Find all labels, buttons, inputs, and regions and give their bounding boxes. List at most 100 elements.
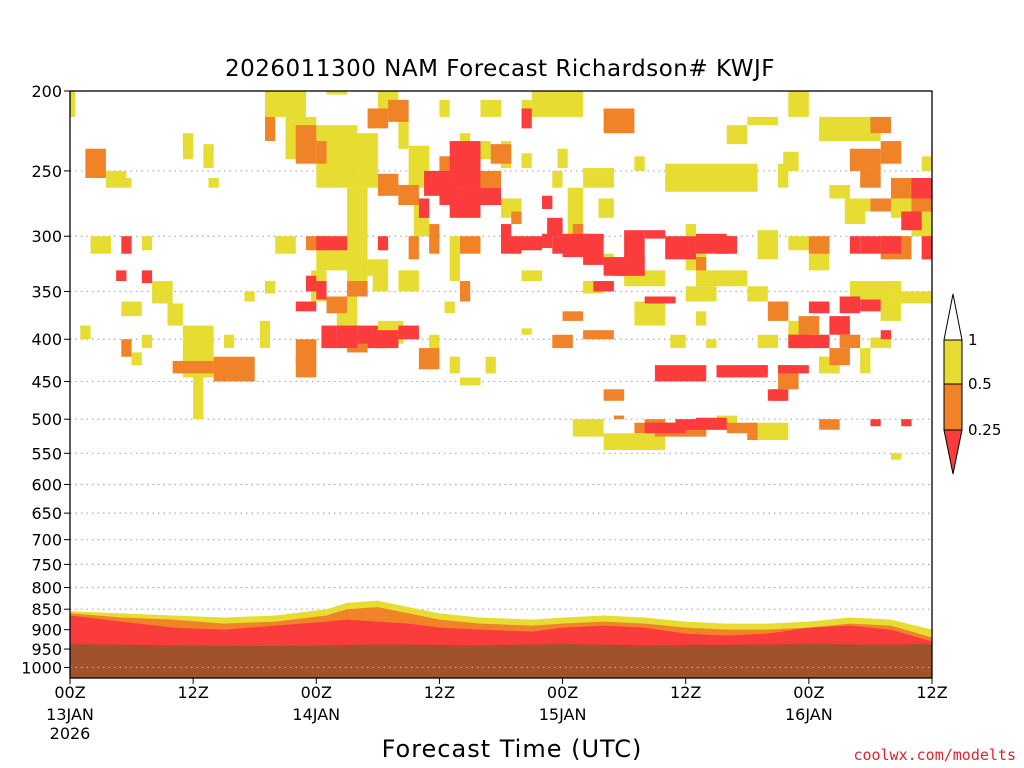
ri-cell-yellow-94 — [849, 281, 891, 302]
ri-cell-yellow-26 — [372, 270, 389, 292]
ri-cell-orange-35 — [603, 389, 625, 401]
ri-cell-red-58 — [377, 236, 389, 251]
legend-bin-yellow — [943, 339, 963, 385]
boundary-layer-band — [70, 600, 932, 650]
ri-cell-yellow-63 — [603, 433, 666, 451]
ri-cell-yellow-29 — [398, 270, 419, 292]
ri-cell-orange-16 — [408, 236, 419, 260]
ri-cell-orange-12 — [367, 108, 389, 129]
ri-cell-yellow-14 — [259, 320, 271, 349]
ri-cell-orange-1 — [121, 339, 132, 357]
ri-cell-yellow-110 — [131, 352, 142, 366]
ri-cell-yellow-15 — [264, 91, 307, 117]
ri-cell-red-44 — [839, 296, 861, 314]
ri-cell-red-68 — [306, 281, 317, 292]
ri-cell-red-53 — [901, 419, 912, 427]
y-tick-label-850: 850 — [31, 600, 62, 619]
ri-cell-orange-0 — [85, 148, 106, 179]
x-tick-label-0: 00Z — [54, 683, 85, 702]
ri-cell-yellow-92 — [829, 184, 850, 199]
ri-cell-yellow-60 — [598, 198, 614, 218]
ri-cell-red-66 — [501, 224, 512, 239]
ri-cell-orange-49 — [767, 301, 789, 321]
ri-cell-yellow-107 — [670, 334, 686, 349]
y-tick-label-600: 600 — [31, 475, 62, 494]
ri-cell-yellow-11 — [223, 334, 235, 349]
ri-cell-yellow-101 — [901, 291, 932, 304]
ri-cell-yellow-41 — [480, 141, 491, 160]
ri-cell-yellow-91 — [819, 116, 881, 142]
y-tick-label-400: 400 — [31, 330, 62, 349]
ri-cell-red-27 — [644, 230, 666, 239]
ri-cell-yellow-68 — [685, 224, 696, 237]
ri-cell-red-28 — [665, 236, 696, 260]
ri-cell-orange-3 — [213, 356, 255, 382]
y-tick-label-550: 550 — [31, 444, 62, 463]
ri-cell-red-52 — [870, 419, 881, 427]
ri-cell-red-22 — [593, 281, 614, 292]
ri-cell-orange-26 — [511, 211, 522, 225]
ri-cell-red-49 — [911, 178, 932, 199]
x-tick-label-7: 12Z — [916, 683, 947, 702]
ri-cell-orange-30 — [552, 334, 573, 349]
ri-cell-red-14 — [459, 187, 501, 206]
ri-cell-yellow-113 — [80, 325, 91, 340]
ri-cell-orange-22 — [459, 281, 471, 302]
ri-cell-yellow-72 — [695, 311, 707, 326]
ri-cell-orange-37 — [613, 415, 625, 420]
y-tick-label-500: 500 — [31, 410, 62, 429]
ri-cell-yellow-8 — [203, 144, 214, 169]
x-tick-label-2: 00Z — [301, 683, 332, 702]
y-tick-label-800: 800 — [31, 578, 62, 597]
ri-cell-orange-8 — [326, 296, 348, 314]
x-tick-label-5: 12Z — [670, 683, 701, 702]
ri-cell-yellow-100 — [890, 453, 902, 460]
ri-cell-red-57 — [521, 108, 532, 129]
ri-cell-yellow-33 — [429, 334, 440, 353]
ri-cell-red-16 — [521, 236, 543, 251]
ri-cell-yellow-95 — [880, 301, 902, 321]
legend-label-2: 0.25 — [968, 421, 1001, 439]
ri-cell-red-37 — [716, 365, 768, 378]
x-axis-label: Forecast Time (UTC) — [382, 735, 643, 763]
y-tick-label-900: 900 — [31, 621, 62, 640]
ri-cell-red-67 — [316, 236, 348, 251]
ri-cell-red-17 — [542, 233, 553, 248]
ri-cell-red-54 — [449, 141, 481, 160]
ri-cell-orange-36 — [603, 108, 635, 134]
ground-fill — [70, 644, 932, 678]
ri-cell-orange-44 — [695, 257, 707, 271]
ri-cell-yellow-111 — [141, 334, 153, 349]
ri-cell-orange-34 — [583, 330, 614, 340]
ri-cell-yellow-70 — [685, 286, 717, 302]
ri-cell-yellow-106 — [844, 198, 866, 225]
ri-cell-yellow-10 — [193, 369, 204, 420]
ri-cell-orange-50 — [778, 373, 799, 390]
ri-cell-red-2 — [141, 270, 153, 284]
ri-cell-yellow-83 — [757, 334, 779, 349]
ri-cell-yellow-48 — [521, 153, 532, 169]
y-tick-label-450: 450 — [31, 372, 62, 391]
ri-cell-orange-18 — [418, 348, 440, 370]
ri-cell-yellow-12 — [244, 291, 255, 302]
ri-cell-yellow-66 — [634, 301, 666, 326]
ri-cell-orange-13 — [377, 173, 399, 196]
x-tick-date-0: 13JAN — [46, 705, 94, 724]
ri-cell-yellow-39 — [459, 377, 481, 386]
ri-cell-orange-4 — [264, 116, 276, 142]
x-tick-label-3: 12Z — [424, 683, 455, 702]
ri-cell-yellow-109 — [121, 301, 142, 317]
ri-cell-yellow-58 — [583, 168, 614, 188]
x-tick-date-4: 15JAN — [539, 705, 587, 724]
plot-frame — [69, 90, 933, 679]
ri-cell-yellow-78 — [747, 116, 779, 126]
ri-cell-yellow-1 — [90, 236, 112, 254]
ri-cell-red-30 — [716, 236, 738, 254]
ri-cell-red-12 — [449, 156, 481, 188]
ri-cell-yellow-59 — [572, 419, 604, 437]
ri-cell-red-1 — [121, 236, 132, 254]
ri-cell-red-47 — [880, 236, 902, 254]
ri-cell-red-59 — [829, 316, 850, 335]
ri-cell-red-50 — [921, 236, 932, 260]
ri-cell-red-64 — [613, 259, 645, 276]
